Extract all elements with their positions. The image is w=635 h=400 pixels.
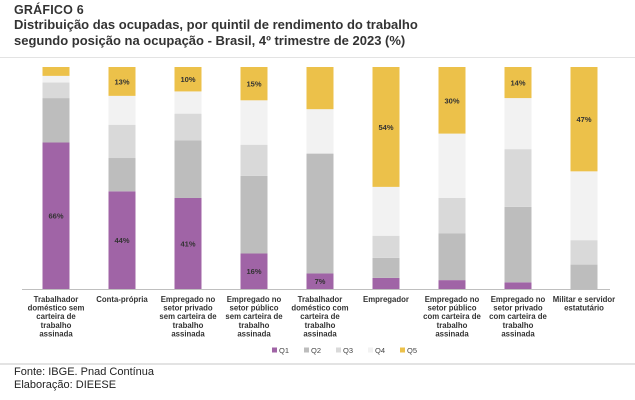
bar-segment-q4-1 (108, 95, 136, 125)
bars-layer: 66%44%13%41%10%16%15%7%5%54%4%30%3%14%0%… (42, 67, 598, 289)
elaboration-note: Elaboração: DIEESE (14, 378, 117, 391)
data-label-q5-6: 30% (444, 96, 459, 105)
category-label-4: Trabalhador doméstico com carteira de traba… (291, 295, 348, 338)
bar-segment-q4-6 (438, 133, 466, 198)
bar-segment-q2-0 (42, 98, 70, 143)
bar-segment-q5-7 (504, 67, 532, 99)
data-label-q1-2: 41% (180, 239, 195, 248)
legend-swatch-q4 (368, 347, 373, 353)
bar-segment-q4-5 (372, 186, 400, 236)
legend-swatch-q3 (336, 347, 341, 353)
legend-label-q5: Q5 (407, 346, 417, 355)
data-label-q1-0: 66% (48, 212, 63, 221)
bar-segment-q4-0 (42, 75, 70, 83)
bar-segment-q2-7 (504, 206, 532, 283)
bar-segment-q5-0 (42, 67, 70, 76)
chart-title-line-2: segundo posição na ocupação - Brasil, 4º… (14, 33, 406, 48)
bar-segment-q4-4 (306, 109, 334, 154)
bar-segment-q1-1 (108, 191, 136, 289)
stacked-bar-chart: 66%44%13%41%10%16%15%7%5%54%4%30%3%14%0%… (0, 56, 635, 365)
chart-area: 66%44%13%41%10%16%15%7%5%54%4%30%3%14%0%… (0, 56, 635, 367)
bar-segment-q3-3 (240, 144, 268, 176)
bar-segment-q4-3 (240, 100, 268, 145)
category-labels: Trabalhador doméstico sem carteira de traba… (28, 295, 616, 338)
bar-segment-q2-6 (438, 233, 466, 281)
legend-swatch-q1 (272, 347, 277, 353)
bar-segment-q4-7 (504, 98, 532, 150)
data-label-q5-1: 13% (114, 77, 129, 86)
bar-segment-q3-8 (570, 240, 598, 265)
bar-segment-q2-4 (306, 153, 334, 274)
bar-segment-q4-2 (174, 91, 202, 114)
bar-segment-q3-5 (372, 235, 400, 258)
bar-segment-q5-8 (570, 67, 598, 172)
bar-segment-q1-2 (174, 197, 202, 289)
bar-segment-q3-1 (108, 124, 136, 159)
source-note: Fonte: IBGE. Pnad Contínua (14, 366, 155, 378)
data-label-q5-2: 10% (180, 75, 195, 84)
data-label-q1-4: 7% (315, 277, 326, 286)
category-label-1: Conta-própria (96, 295, 148, 304)
category-label-5: Empregador (363, 295, 409, 304)
bar-segment-q5-1 (108, 67, 136, 96)
bar-segment-q1-5 (372, 277, 400, 289)
bar-segment-q1-3 (240, 253, 268, 289)
legend-label-q3: Q3 (343, 346, 353, 355)
chart-heading: GRÁFICO 6 Distribuição das ocupadas, por… (14, 3, 418, 49)
bar-segment-q5-2 (174, 67, 202, 92)
bar-segment-q2-2 (174, 140, 202, 198)
legend-label-q2: Q2 (311, 346, 321, 355)
category-label-0: Trabalhador doméstico sem carteira de traba… (28, 295, 85, 338)
bar-segment-q5-6 (438, 67, 466, 134)
bar-segment-q2-1 (108, 158, 136, 192)
category-label-2: Empregado no setor privado sem carteira de… (159, 295, 217, 338)
legend-label-q1: Q1 (279, 346, 289, 355)
data-label-q5-3: 15% (246, 80, 261, 89)
category-label-6: Empregado no setor público com carteira de… (423, 295, 481, 338)
chart-footer: Fonte: IBGE. Pnad Contínua Elaboração: D… (14, 366, 154, 391)
bar-segment-q4-8 (570, 171, 598, 241)
legend-label-q4: Q4 (375, 346, 385, 355)
data-label-q5-7: 14% (510, 79, 525, 88)
category-label-3: Empregado no setor público sem carteira de… (225, 295, 283, 338)
data-label-q1-3: 16% (246, 267, 261, 276)
bar-segment-q2-3 (240, 175, 268, 254)
bar-segment-q3-7 (504, 149, 532, 207)
data-label-q1-1: 44% (114, 236, 129, 245)
bar-segment-q5-5 (372, 67, 400, 187)
chart-title-line-1: Distribuição das ocupadas, por quintil d… (14, 17, 418, 32)
bar-segment-q5-4 (306, 67, 334, 110)
figure-number: GRÁFICO 6 (14, 3, 84, 17)
data-label-q5-5: 54% (378, 123, 393, 132)
bar-segment-q1-7 (504, 282, 532, 289)
legend: Q1 Q2 Q3 Q4 Q5 (272, 346, 417, 355)
legend-swatch-q2 (304, 347, 309, 353)
bar-segment-q1-0 (42, 142, 70, 289)
data-label-q5-8: 47% (576, 115, 591, 124)
bar-segment-q3-0 (42, 82, 70, 99)
bar-segment-q1-6 (438, 280, 466, 289)
bar-segment-q3-2 (174, 113, 202, 141)
legend-swatch-q5 (400, 347, 405, 353)
bar-segment-q1-4 (306, 273, 334, 289)
bar-segment-q3-6 (438, 197, 466, 234)
category-label-8: Militar e servidor estatutário (553, 295, 615, 313)
category-label-7: Empregado no setor privado com carteira de… (489, 295, 547, 338)
bar-segment-q5-3 (240, 67, 268, 101)
bar-segment-q2-5 (372, 257, 400, 278)
bar-segment-q2-8 (570, 264, 598, 289)
